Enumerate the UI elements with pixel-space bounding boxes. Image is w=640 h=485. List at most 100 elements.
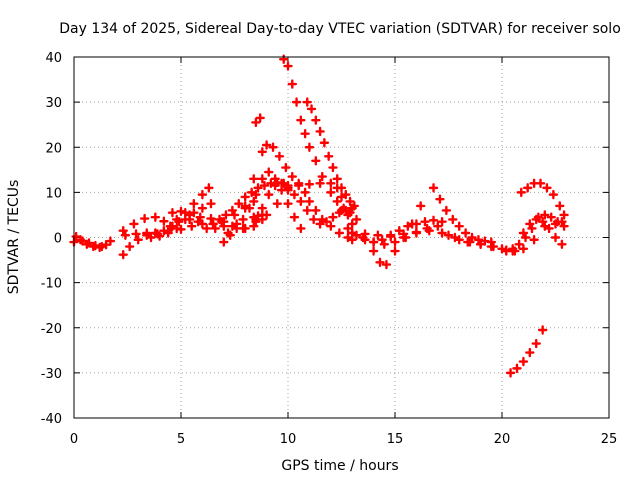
data-point (257, 147, 268, 157)
series-arc-06 (146, 198, 216, 243)
data-point (390, 237, 400, 247)
data-point (328, 212, 338, 222)
data-point (129, 219, 139, 229)
data-point (328, 162, 338, 173)
data-point (240, 201, 250, 211)
data-point (437, 217, 447, 227)
data-point (557, 239, 567, 249)
data-point (448, 214, 458, 225)
data-point (512, 363, 522, 374)
data-point (516, 187, 526, 198)
data-point (227, 205, 238, 216)
data-point (531, 338, 541, 349)
data-point (351, 214, 362, 225)
data-point (334, 228, 345, 238)
data-point (368, 237, 379, 247)
data-point (379, 239, 389, 249)
data-point (420, 217, 430, 227)
x-tick-label: 15 (387, 432, 404, 447)
data-point (505, 368, 516, 378)
data-point (437, 228, 447, 238)
data-point (315, 219, 325, 229)
data-point (336, 205, 347, 216)
y-tick-label: -30 (41, 367, 62, 382)
data-point (167, 207, 178, 218)
data-point (142, 228, 152, 238)
data-point (347, 228, 357, 238)
data-point (548, 189, 559, 200)
data-point (486, 241, 496, 252)
series-arc-26 (505, 325, 548, 378)
data-point (204, 183, 214, 193)
data-point (308, 214, 319, 225)
data-point (261, 140, 272, 150)
data-point (206, 213, 216, 224)
data-point (163, 228, 173, 238)
data-point (238, 214, 248, 225)
data-point (276, 178, 287, 189)
data-point (332, 174, 342, 184)
data-point (326, 178, 336, 189)
data-point (381, 259, 392, 270)
data-point (529, 235, 539, 245)
data-point (249, 174, 259, 184)
data-point (97, 241, 107, 252)
data-point (428, 215, 439, 226)
y-tick-label: -10 (41, 277, 62, 292)
data-point (345, 207, 355, 218)
data-point (283, 198, 293, 209)
data-point (302, 205, 312, 216)
data-point (441, 205, 452, 216)
data-point (296, 223, 306, 234)
data-point (550, 232, 561, 243)
data-point (304, 179, 315, 189)
data-point (131, 229, 141, 239)
chart-title: Day 134 of 2025, Sidereal Day-to-day VTE… (59, 21, 621, 37)
series-arc-25 (516, 178, 569, 220)
series-arc-13 (279, 54, 362, 225)
data-point (508, 244, 518, 254)
data-point (525, 347, 535, 358)
data-point (535, 178, 546, 189)
data-point (360, 229, 370, 239)
data-point (311, 156, 321, 166)
data-point (249, 212, 259, 222)
data-point (118, 249, 128, 260)
data-point (193, 217, 203, 227)
y-tick-label: 20 (45, 141, 62, 156)
data-point (172, 223, 182, 234)
data-point (311, 205, 321, 216)
data-point (201, 223, 212, 234)
y-tick-label: 0 (54, 232, 62, 247)
data-point (291, 97, 302, 107)
x-axis-label: GPS time / hours (281, 458, 398, 474)
data-point (311, 115, 321, 125)
data-point (319, 138, 330, 148)
data-point (403, 221, 413, 231)
data-point (240, 192, 250, 202)
data-point (323, 151, 334, 161)
data-point (518, 228, 529, 238)
data-point (386, 231, 396, 242)
data-point (542, 183, 552, 193)
data-point (133, 235, 143, 245)
data-point (454, 235, 464, 245)
data-point (154, 231, 165, 241)
data-point (518, 244, 529, 254)
data-point (221, 210, 231, 220)
data-point (415, 201, 426, 211)
data-point (270, 180, 280, 191)
data-point (304, 142, 315, 152)
data-point (411, 228, 422, 238)
data-point (304, 196, 315, 207)
data-point (283, 61, 293, 71)
y-tick-label: 40 (45, 51, 62, 66)
x-tick-label: 0 (70, 432, 78, 447)
data-point (401, 232, 411, 243)
data-point (306, 104, 317, 114)
data-point (422, 223, 432, 234)
data-point (219, 221, 229, 231)
data-point (326, 187, 336, 198)
data-point (223, 228, 233, 238)
